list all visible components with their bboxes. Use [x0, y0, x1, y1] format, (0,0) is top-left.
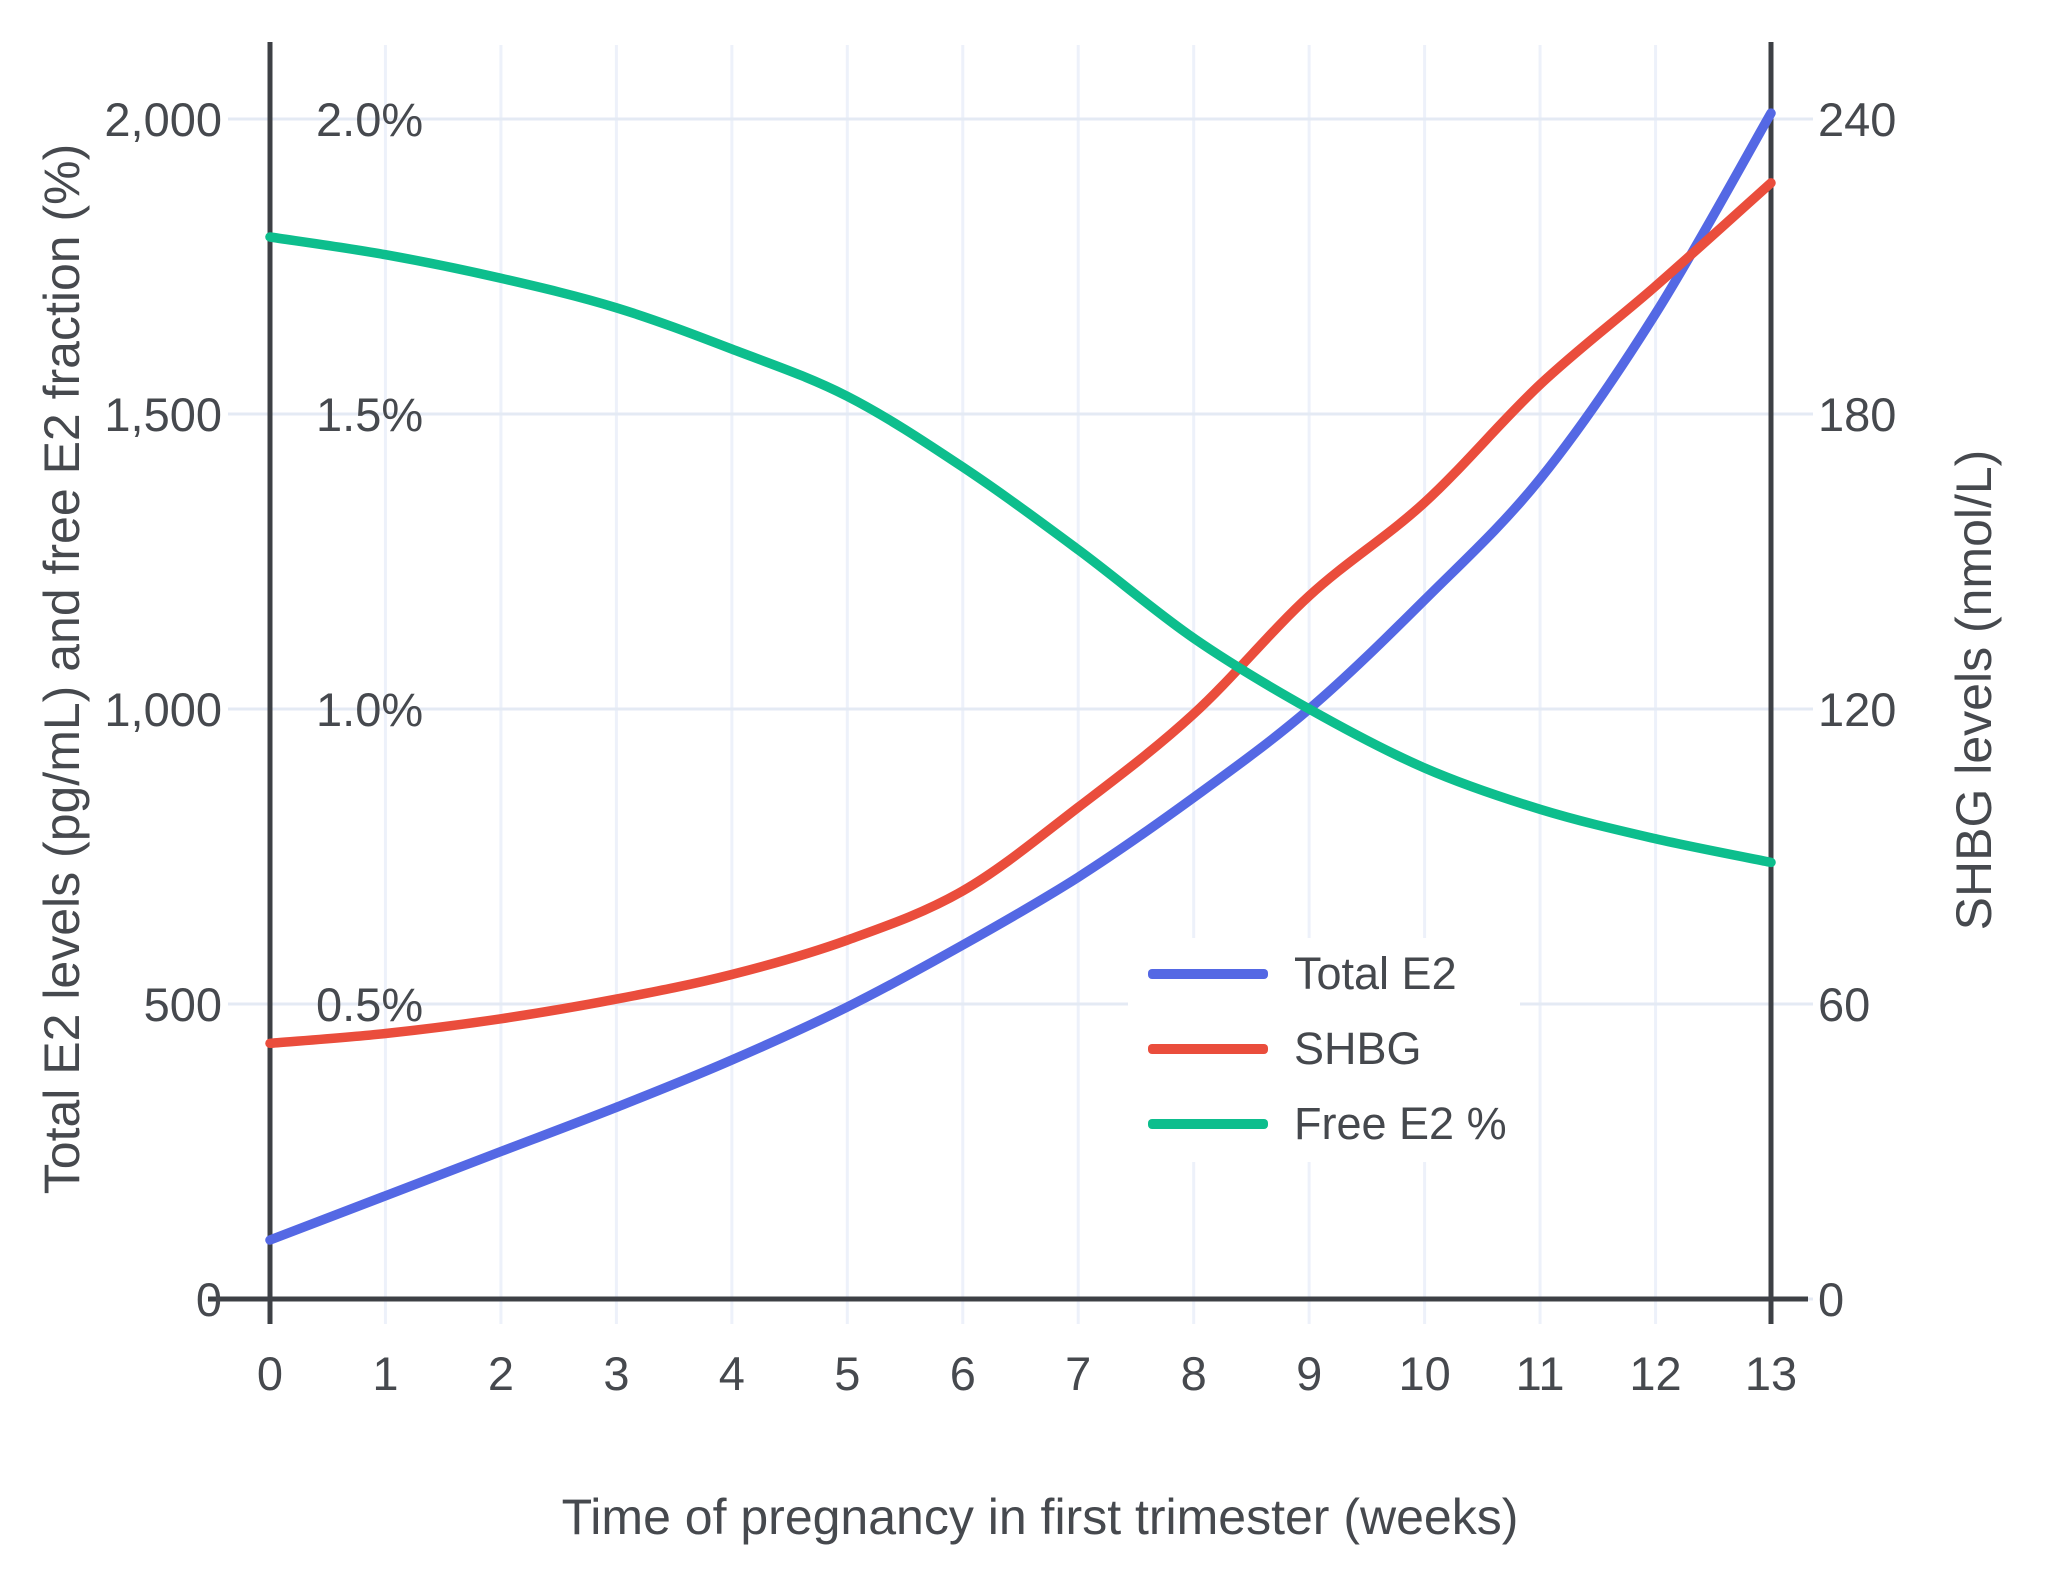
y-right-tick-label: 240 [1818, 93, 1896, 146]
x-tick-label: 4 [719, 1347, 745, 1400]
x-tick-label: 2 [488, 1347, 514, 1400]
x-tick-label: 8 [1181, 1347, 1207, 1400]
legend-item-free-e2: Free E2 % [1148, 1098, 1507, 1149]
free-e2-legend-swatch [1148, 1119, 1268, 1129]
y-right-tick-label: 180 [1818, 388, 1896, 441]
x-tick-label: 13 [1745, 1347, 1797, 1400]
total-e2-line [265, 108, 1776, 1245]
x-tick-label: 3 [603, 1347, 629, 1400]
legend-label: Total E2 [1294, 948, 1457, 999]
shbg-legend-swatch [1148, 1044, 1268, 1054]
x-tick-label: 10 [1398, 1347, 1450, 1400]
y-left-tick-label: 1,500 [104, 388, 222, 441]
y-left-tick-label: 2,000 [104, 93, 222, 146]
y-left-tick-label: 500 [144, 978, 222, 1031]
y-left-tick-label: 1,000 [104, 683, 222, 736]
legend-label: SHBG [1294, 1023, 1422, 1074]
x-tick-label: 5 [834, 1347, 860, 1400]
y-percent-tick-label: 0.5% [316, 978, 423, 1031]
y-right-tick-label: 0 [1818, 1273, 1844, 1326]
y-axis-right-title: SHBG levels (nmol/L) [1946, 449, 2002, 931]
legend-item-shbg: SHBG [1148, 1023, 1422, 1074]
x-tick-label: 7 [1065, 1347, 1091, 1400]
x-tick-label: 11 [1516, 1347, 1565, 1400]
x-tick-label: 6 [950, 1347, 976, 1400]
y-left-tick-label: 0 [196, 1273, 222, 1326]
y-right-tick-label: 60 [1818, 978, 1870, 1031]
y-percent-tick-label: 2.0% [316, 93, 423, 146]
legend-item-total-e2: Total E2 [1148, 948, 1457, 999]
y-right-tick-label: 120 [1818, 683, 1896, 736]
total-e2-legend-swatch [1148, 969, 1268, 979]
x-tick-label: 0 [257, 1347, 283, 1400]
shbg-line [265, 178, 1776, 1049]
x-axis-title: Time of pregnancy in first trimester (we… [561, 1489, 1519, 1545]
x-tick-label: 9 [1296, 1347, 1322, 1400]
y-axis-left-title: Total E2 levels (pg/mL) and free E2 frac… [34, 143, 90, 1195]
y-percent-tick-label: 1.5% [316, 388, 423, 441]
x-tick-label: 12 [1629, 1347, 1681, 1400]
legend-label: Free E2 % [1294, 1098, 1507, 1149]
y-percent-tick-label: 1.0% [316, 683, 423, 736]
x-tick-label: 1 [372, 1347, 398, 1400]
free-e2--line [265, 232, 1776, 868]
